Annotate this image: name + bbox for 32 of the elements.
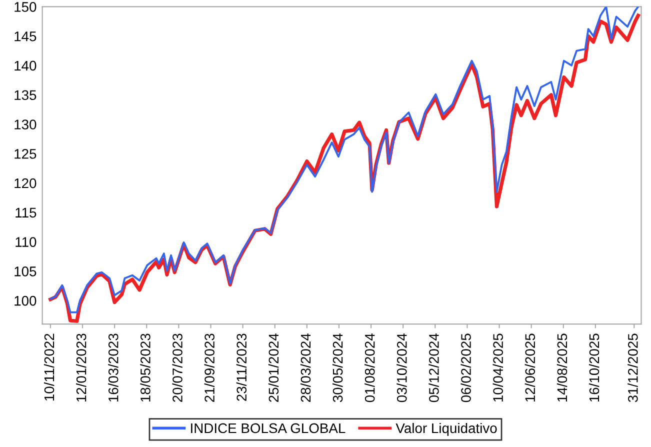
y-tick-label: 145	[14, 32, 36, 42]
x-tick-label: 21/09/2023	[204, 334, 214, 402]
x-tick-label: 25/01/2024	[268, 334, 279, 402]
y-tick-label: 110	[16, 237, 36, 247]
x-tick-label: 16/03/2023	[108, 334, 118, 402]
x-tick-label: 12/01/2023	[76, 334, 86, 402]
y-tick-label: 120	[14, 178, 36, 188]
x-tick-label: 06/02/2025	[460, 334, 471, 402]
x-tick-label: 10/04/2025	[492, 334, 503, 402]
legend-label: Valor Liquidativo	[396, 422, 497, 436]
x-tick-label: 28/03/2024	[300, 334, 311, 402]
y-tick-label: 100	[14, 296, 36, 306]
y-tick-label: 150	[14, 2, 36, 12]
y-tick-label: 130	[14, 120, 36, 130]
x-tick-label: 23/11/2023	[236, 334, 247, 401]
x-tick-label: 31/12/2025	[628, 334, 638, 402]
x-tick-label: 30/05/2024	[332, 334, 343, 402]
x-tick-label: 10/11/2022	[44, 334, 54, 401]
legend-label: INDICE BOLSA GLOBAL	[191, 423, 346, 434]
y-tick-label: 135	[14, 90, 36, 100]
x-tick-label: 16/10/2025	[588, 334, 600, 402]
y-tick-label: 105	[14, 266, 36, 276]
x-tick-label: 20/07/2023	[172, 334, 182, 402]
x-tick-label: 05/12/2024	[428, 334, 439, 402]
x-tick-label: 03/10/2024	[396, 334, 407, 402]
x-tick-label: 12/06/2025	[524, 334, 536, 402]
y-tick-label: 125	[14, 148, 36, 159]
y-tick-label: 115	[16, 208, 36, 218]
x-tick-label: 14/08/2025	[556, 334, 568, 402]
x-tick-label: 01/08/2024	[364, 334, 375, 402]
y-tick-label: 140	[14, 60, 36, 71]
x-tick-label: 18/05/2023	[140, 334, 150, 402]
